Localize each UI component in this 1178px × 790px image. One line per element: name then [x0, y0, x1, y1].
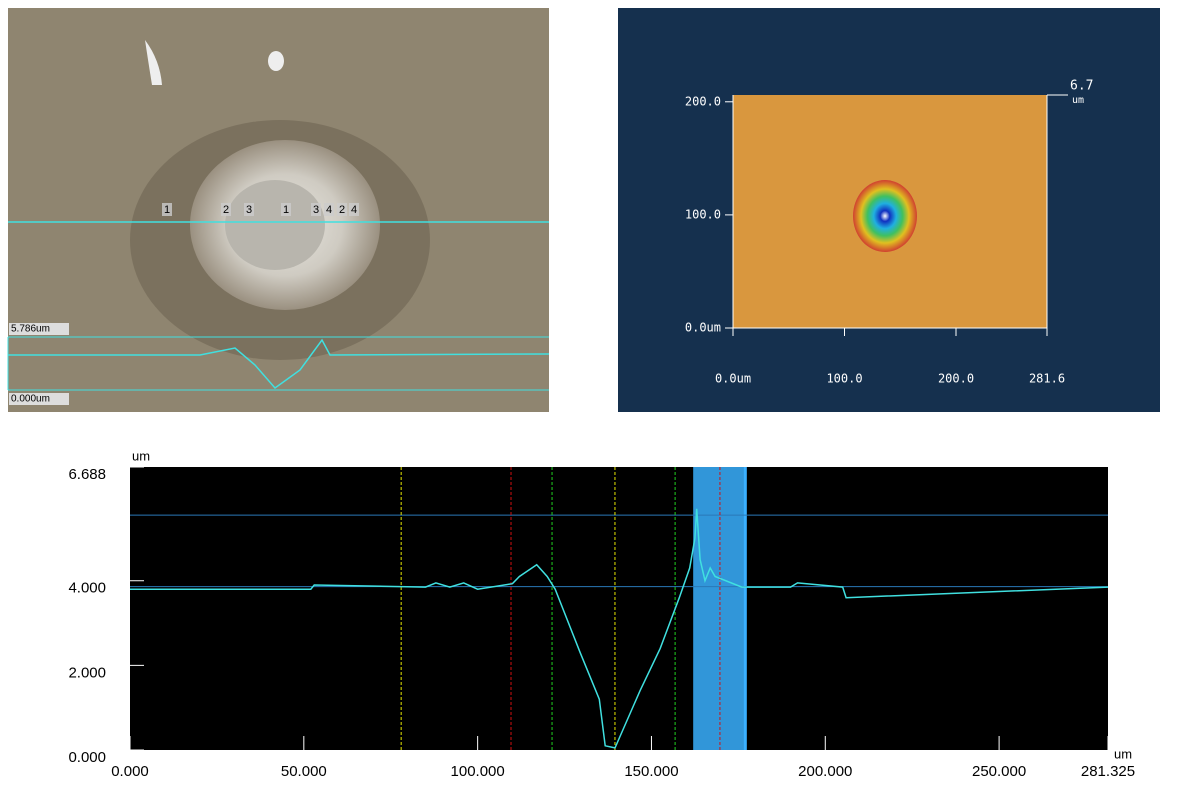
page: {"micrograph": {"scale_top": "5.786um", … [0, 0, 1178, 785]
x-tick-label: 150.000 [624, 763, 678, 780]
x-tick-label: 100.000 [451, 763, 505, 780]
y-tick-label: 2.000 [68, 664, 106, 681]
y-tick-label: 200.0 [685, 94, 721, 108]
y-tick-label: 4.000 [68, 580, 106, 597]
marker: 4 [351, 204, 357, 216]
y-tick-label: 6.688 [68, 466, 106, 483]
x-tick-label: 281.6 [1029, 372, 1065, 386]
marker: 3 [313, 204, 319, 216]
marker: 2 [339, 204, 345, 216]
x-tick-label: 281.325 [1081, 763, 1135, 780]
z-max: 6.7 [1070, 79, 1093, 94]
map-panel: 0.0um 100.0 200.0 281.6 0.0um 100.0 200.0 6.7um [618, 8, 1160, 412]
map-spot [853, 180, 917, 252]
x-tick-label: 0.0um [715, 372, 751, 386]
profile-chart: 0.000 50.000 100.000 150.000 200.000 250.000 2… [68, 448, 1135, 780]
debris [268, 51, 284, 71]
marker: 3 [246, 204, 252, 216]
marker: 1 [164, 204, 170, 216]
x-unit: um [1114, 746, 1132, 761]
x-tick-label: 250.000 [972, 763, 1026, 780]
scale-bottom: 0.000um [11, 394, 50, 405]
y-tick-label: 0.0um [685, 321, 721, 335]
plot-bg [130, 467, 1108, 750]
z-unit: um [1072, 95, 1084, 106]
x-tick-label: 50.000 [281, 763, 327, 780]
crater-core [225, 180, 325, 270]
marker: 2 [223, 204, 229, 216]
x-tick-label: 200.000 [798, 763, 852, 780]
marker: 4 [326, 204, 332, 216]
x-tick-label: 200.0 [938, 372, 974, 386]
y-tick-label: 0.000 [68, 749, 106, 766]
y-unit: um [132, 448, 150, 463]
scale-top: 5.786um [11, 324, 50, 335]
x-tick-label: 0.000 [111, 763, 149, 780]
x-tick-label: 100.0 [826, 372, 862, 386]
band [693, 467, 745, 750]
y-tick-label: 100.0 [685, 207, 721, 221]
marker: 1 [283, 204, 289, 216]
screen: 5.786um 0.000um 12313424 0.0um100.0200.0… [0, 0, 1178, 785]
